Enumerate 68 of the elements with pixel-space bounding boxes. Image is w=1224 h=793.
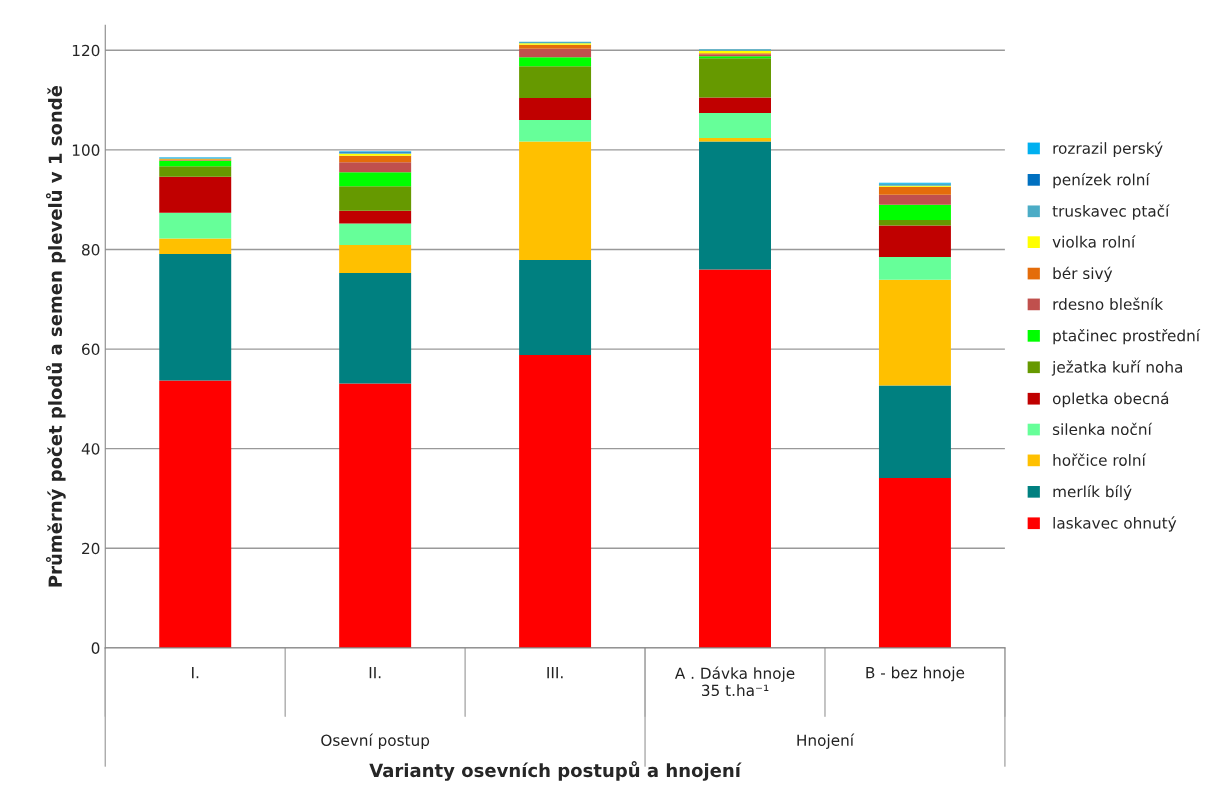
- bar: [699, 58, 771, 98]
- bar: [339, 223, 412, 245]
- x-tick-label: B - bez hnoje: [866, 666, 965, 682]
- legend-label: opletka obecná: [1052, 391, 1169, 408]
- legend-label: laskavec ohnutý: [1053, 516, 1177, 532]
- bar: [699, 113, 771, 138]
- text: Hnojení: [797, 733, 855, 749]
- y-axis-title: Průměrný počet plodů a semen plevelů v 1 sondě: [45, 85, 66, 587]
- y-tick-label: 40: [81, 443, 100, 455]
- bar: [519, 57, 592, 67]
- bar: [159, 380, 232, 648]
- y-tick-label: 80: [82, 243, 100, 256]
- y-tick-label: 120: [72, 44, 100, 57]
- bar: [159, 160, 232, 167]
- bar: [519, 259, 592, 356]
- bar: [339, 162, 412, 173]
- bar: [878, 225, 951, 257]
- bar: [159, 238, 232, 254]
- bar: [519, 48, 592, 58]
- text: Osevní postup: [321, 733, 430, 749]
- bar: [339, 155, 412, 163]
- y-tick-label: 20: [82, 542, 100, 555]
- bar: [159, 176, 232, 213]
- legend-label: bér sivý: [1053, 266, 1113, 283]
- x-axis-title: Varianty osevních postupů a hnojení: [369, 761, 742, 781]
- legend-label: merlík bílý: [1053, 484, 1132, 501]
- bar: [519, 120, 592, 142]
- legend-label: ptačinec prostřední: [1053, 328, 1201, 345]
- bar: [878, 385, 951, 479]
- bar: [519, 98, 592, 120]
- bar: [878, 220, 951, 226]
- bar: [519, 355, 592, 648]
- x-tick-label: A . Dávka hnoje 35 t.ha⁻¹: [674, 666, 795, 697]
- legend-label: ježatka kuří noha: [1051, 360, 1183, 376]
- bar: [519, 44, 592, 49]
- bar: [699, 269, 771, 648]
- legend-label: truskavec ptačí: [1052, 204, 1170, 220]
- legend-label: hořčice rolní: [1053, 453, 1147, 466]
- bar: [878, 279, 951, 386]
- bar: [159, 166, 232, 177]
- x-tick-label: II.: [369, 667, 381, 679]
- bar: [339, 245, 412, 273]
- legend-label: rdesno blešník: [1053, 297, 1164, 310]
- y-tick-label: 60: [82, 343, 100, 356]
- bar: [339, 210, 412, 224]
- bar: [339, 186, 412, 211]
- bar: [699, 141, 771, 270]
- bar: [339, 172, 412, 187]
- legend-label: penízek rolní: [1053, 172, 1151, 189]
- legend-label: silenka noční: [1052, 422, 1153, 436]
- bar: [878, 194, 951, 205]
- bar: [159, 212, 232, 239]
- y-tick-label: 100: [72, 144, 100, 156]
- bar: [699, 97, 771, 114]
- legend-label: violka rolní: [1052, 235, 1136, 248]
- x-tick-label: I.: [192, 667, 199, 679]
- bar: [878, 478, 951, 648]
- bar: [519, 141, 592, 260]
- bar: [878, 186, 951, 195]
- bar: [878, 204, 951, 221]
- y-tick-label: 0: [91, 642, 100, 654]
- bar: [339, 272, 412, 384]
- bar: [159, 253, 232, 381]
- bar: [339, 383, 412, 648]
- legend-label: rozrazil perský: [1053, 141, 1163, 157]
- x-tick-label: III.: [547, 667, 563, 679]
- bar: [878, 256, 951, 280]
- bar: [519, 66, 592, 99]
